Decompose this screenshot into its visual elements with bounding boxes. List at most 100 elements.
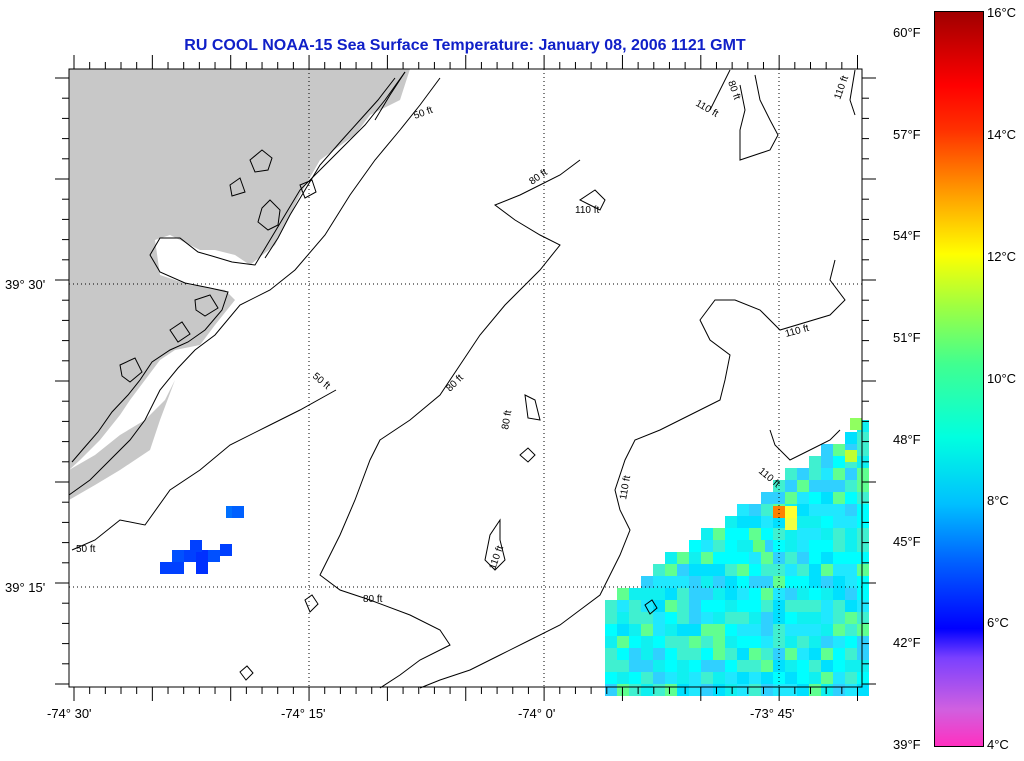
land-polygon (69, 380, 175, 500)
sst-pixel (857, 552, 869, 564)
sst-pixel (737, 612, 749, 624)
sst-pixel (725, 648, 737, 660)
sst-pixel (220, 544, 232, 556)
sst-pixel (761, 600, 773, 612)
sst-pixel (845, 648, 857, 660)
sst-pixel (797, 528, 809, 540)
sst-pixel (809, 660, 821, 672)
sst-pixel (809, 516, 821, 528)
sst-pixel (617, 684, 629, 696)
sst-pixel (629, 660, 641, 672)
sst-pixel (641, 576, 653, 588)
sst-pixel (737, 552, 749, 564)
sst-pixel (725, 672, 737, 684)
sst-pixel (797, 492, 809, 504)
sst-pixel (845, 576, 857, 588)
sst-pixel (761, 588, 773, 600)
sst-pixel (725, 552, 737, 564)
contour-label: 110 ft (694, 98, 721, 120)
sst-pixel (653, 564, 665, 576)
sst-pixel (617, 600, 629, 612)
sst-pixel (629, 600, 641, 612)
contour-label: 110 ft (487, 544, 506, 571)
sst-pixel (713, 600, 725, 612)
sst-pixel (701, 576, 713, 588)
x-axis-label: -74° 0' (518, 706, 556, 721)
sst-pixel (833, 684, 845, 696)
sst-pixel (713, 648, 725, 660)
sst-pixel (713, 612, 725, 624)
sst-pixel (845, 588, 857, 600)
sst-pixel (845, 504, 857, 516)
sst-pixel (689, 624, 701, 636)
sst-pixel (773, 506, 785, 518)
sst-pixel (196, 550, 208, 562)
sst-pixel (761, 648, 773, 660)
contour-label: 110 ft (784, 323, 811, 340)
sst-pixel (857, 504, 869, 516)
sst-pixel (857, 636, 869, 648)
x-axis-label: -74° 15' (281, 706, 326, 721)
sst-pixel (797, 516, 809, 528)
sst-pixel (821, 624, 833, 636)
sst-pixel (809, 588, 821, 600)
contour-label: 50 ft (310, 371, 332, 392)
grid-lines (69, 69, 862, 687)
sst-pixel (845, 432, 857, 444)
contour-label: 110 ft (832, 74, 851, 101)
sst-pixel (737, 576, 749, 588)
sst-pixel (713, 672, 725, 684)
sst-pixel (845, 540, 857, 552)
sst-pixel (749, 600, 761, 612)
sst-pixel (857, 444, 869, 456)
sst-pixel (785, 612, 797, 624)
sst-pixel (665, 552, 677, 564)
sst-pixel (749, 576, 761, 588)
sst-pixel (617, 648, 629, 660)
sst-pixel (821, 528, 833, 540)
sst-pixel (857, 468, 869, 480)
sst-pixel (713, 588, 725, 600)
sst-pixel (701, 600, 713, 612)
sst-pixel (821, 504, 833, 516)
colorbar-fahrenheit-label: 48°F (893, 432, 921, 447)
sst-pixel (833, 540, 845, 552)
sst-pixel (617, 588, 629, 600)
depth-contours (68, 69, 856, 689)
sst-pixel (629, 684, 641, 696)
sst-pixel (629, 612, 641, 624)
sst-pixel (857, 564, 869, 576)
sst-pixel (833, 564, 845, 576)
sst-pixel (665, 672, 677, 684)
sst-pixel (677, 600, 689, 612)
sst-pixel (725, 588, 737, 600)
sst-pixel (749, 660, 761, 672)
sst-pixel (749, 528, 761, 540)
sst-pixel (857, 648, 869, 660)
sst-pixel (701, 564, 713, 576)
sst-pixel (821, 660, 833, 672)
sst-pixel (809, 576, 821, 588)
axis-ticks (55, 55, 876, 701)
sst-pixel (629, 636, 641, 648)
sst-pixel (653, 624, 665, 636)
sst-pixel (677, 576, 689, 588)
sst-pixel (701, 636, 713, 648)
sst-pixel (821, 468, 833, 480)
sst-pixel (605, 612, 617, 624)
sst-pixel (725, 660, 737, 672)
sst-pixel (785, 636, 797, 648)
sst-pixel (785, 540, 797, 552)
sst-pixel (845, 492, 857, 504)
sst-pixel (701, 648, 713, 660)
sst-pixel (617, 612, 629, 624)
sst-pixel (809, 552, 821, 564)
sst-pixel (737, 648, 749, 660)
sst-pixel (785, 468, 797, 480)
sst-pixel (196, 562, 208, 574)
sst-pixel (809, 600, 821, 612)
colorbar-fahrenheit-label: 45°F (893, 534, 921, 549)
sst-pixel (845, 660, 857, 672)
sst-pixel (761, 528, 773, 540)
sst-pixel (845, 636, 857, 648)
